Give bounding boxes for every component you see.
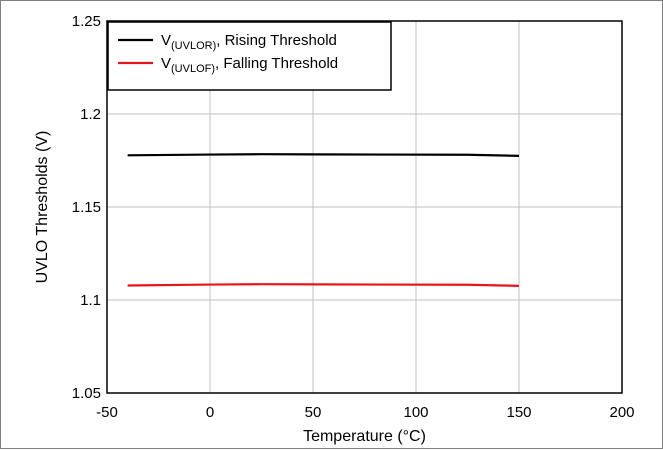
legend-subscript: (UVLOF) [171,63,215,75]
legend-label-2: V(UVLOF), Falling Threshold [161,55,338,75]
x-axis-label: Temperature (°C) [303,428,426,445]
x-tick-label: 50 [305,404,322,421]
y-tick-label: 1.25 [72,13,101,30]
x-tick-label: 0 [206,404,214,421]
x-tick-label: 150 [506,404,531,421]
legend-description: , Rising Threshold [216,32,337,49]
series-line-1 [127,153,520,157]
x-tick-label: -50 [96,404,118,421]
x-tick-label: 100 [403,404,428,421]
y-tick-label: 1.2 [80,106,101,123]
y-tick-labels: 1.05 1.1 1.15 1.2 1.25 [72,13,101,402]
legend-description: , Falling Threshold [215,55,338,72]
legend-symbol: V [161,32,171,49]
legend-box [107,21,392,91]
y-tick-label: 1.05 [72,385,101,402]
series-line-2 [127,283,520,287]
x-tick-label: 200 [609,404,634,421]
legend-subscript: (UVLOR) [171,40,216,52]
x-tick-labels: -50 0 50 100 150 200 [96,404,634,421]
plot-frame [106,20,623,394]
series-lines [127,153,520,287]
y-tick-label: 1.15 [72,199,101,216]
legend-symbol: V [161,55,171,72]
y-tick-label: 1.1 [80,292,101,309]
y-axis-label: UVLO Thresholds (V) [34,131,51,284]
legend-label-1: V(UVLOR), Rising Threshold [161,32,337,52]
